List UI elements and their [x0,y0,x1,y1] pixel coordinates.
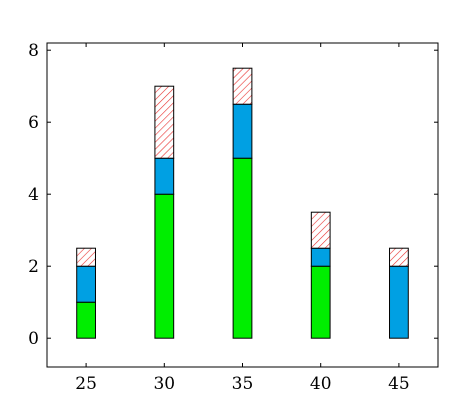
x-tick-label-40: 40 [310,374,332,394]
plot-frame [46,42,439,368]
y-tick-label-0: 0 [28,329,39,349]
bar-segment-25-series-3 [76,247,96,267]
bar-segment-45-series-3 [389,247,409,267]
bar-segment-40-series-2 [310,247,331,267]
bar-segment-45-series-2 [389,265,409,339]
y-tick-label-6: 6 [28,113,39,133]
y-tick-label-8: 8 [28,41,39,61]
bar-segment-35-series-2 [232,103,253,159]
bar-segment-35-series-3 [232,67,253,105]
bar-segment-40-series-3 [310,211,331,249]
y-tick-label-4: 4 [28,185,39,205]
bar-segment-25-series-1 [76,301,96,339]
bar-segment-40-series-1 [310,265,331,339]
y-tick-label-2: 2 [28,257,39,277]
bar-segment-35-series-1 [232,157,253,339]
x-tick-label-35: 35 [232,374,254,394]
bars-layer [76,67,409,339]
bar-segment-30-series-1 [154,193,175,339]
tick-labels-layer: 25 30 35 40 45 0 2 4 6 8 [28,41,410,394]
x-tick-label-45: 45 [388,374,410,394]
ticks-layer [47,43,438,367]
x-tick-label-30: 30 [153,374,175,394]
bar-segment-30-series-2 [154,157,175,195]
bar-segment-30-series-3 [154,85,175,159]
x-tick-label-25: 25 [75,374,97,394]
bar-segment-25-series-2 [76,265,96,303]
